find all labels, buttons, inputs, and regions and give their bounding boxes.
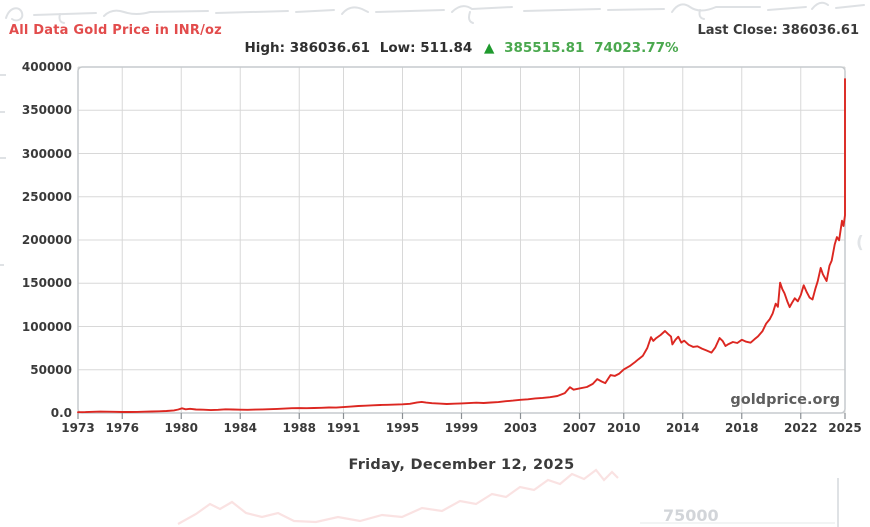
y-axis-label: 200000	[21, 233, 72, 247]
y-axis-label: 300000	[21, 146, 72, 161]
gold-price-line	[77, 78, 846, 414]
last-close: Last Close: 386036.61	[697, 23, 859, 38]
x-axis-label: 2007	[562, 421, 597, 435]
y-axis-label: 0.0	[50, 406, 72, 420]
x-axis-label: 1995	[385, 421, 420, 435]
y-axis-label: 150000	[21, 276, 72, 291]
high-low-stats: High: 386036.61 Low: 511.84 ▲ 385515.81 …	[78, 40, 845, 56]
x-axis-label: 2003	[503, 421, 538, 435]
chart-title: All Data Gold Price in INR/oz	[9, 23, 222, 38]
ghost-price-line	[177, 468, 619, 525]
y-axis-label: 250000	[21, 189, 72, 204]
y-axis-label: 50000	[30, 362, 72, 377]
x-axis-label: 1999	[444, 421, 479, 435]
x-axis-label: 2018	[725, 421, 759, 435]
y-axis-label: 400000	[21, 60, 72, 74]
low-label: Low:	[379, 40, 416, 56]
x-axis-label: 1991	[326, 421, 361, 435]
x-axis-label: 2025	[828, 421, 862, 435]
change-percent: 74023.77%	[594, 40, 679, 56]
last-close-label: Last Close:	[697, 23, 778, 38]
x-axis-label: 1984	[223, 421, 257, 435]
y-axis-label: 350000	[21, 103, 72, 118]
x-axis-label: 1988	[282, 421, 316, 435]
last-close-value: 386036.61	[781, 23, 859, 38]
ghost-axis-value: 75000	[663, 506, 719, 525]
chart-date: Friday, December 12, 2025	[348, 457, 575, 473]
y-axis-label: 100000	[21, 319, 72, 334]
high-label: High:	[244, 40, 286, 56]
high-value: 386036.61	[289, 40, 371, 56]
plot-border	[77, 66, 846, 414]
x-axis-label: 1980	[164, 421, 198, 435]
x-axis-label: 2014	[666, 421, 700, 435]
change-value: 385515.81	[504, 40, 585, 56]
x-axis-label: 2010	[607, 421, 641, 435]
ghost-parenthesis-mark: (	[856, 233, 864, 253]
goldprice-watermark: goldprice.org	[730, 392, 840, 408]
x-axis-label: 2022	[784, 421, 818, 435]
x-axis-label: 1973	[61, 421, 95, 435]
x-axis-label: 1976	[105, 421, 139, 435]
up-triangle-icon: ▲	[484, 40, 495, 56]
low-value: 511.84	[420, 40, 473, 56]
